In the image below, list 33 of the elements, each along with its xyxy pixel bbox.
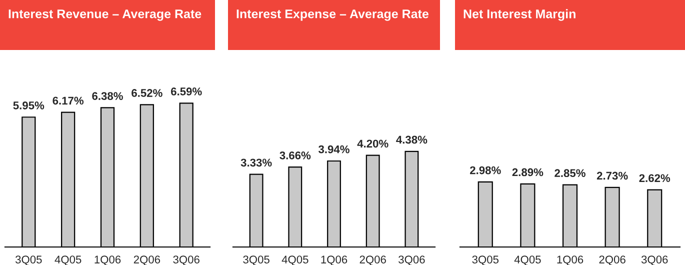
x-tick-label: 1Q06 <box>94 256 121 265</box>
data-label: 2.73% <box>596 172 628 180</box>
x-tick-label: 4Q05 <box>54 256 82 265</box>
data-label: 6.17% <box>52 96 84 105</box>
x-tick-label: 3Q05 <box>472 256 499 265</box>
data-label: 6.38% <box>92 92 123 100</box>
data-label: 5.95% <box>13 102 44 110</box>
data-label: 2.85% <box>554 169 586 178</box>
x-tick-label: 3Q06 <box>173 256 200 265</box>
x-tick-label: 4Q05 <box>514 256 541 265</box>
data-label: 6.52% <box>132 89 162 97</box>
x-tick-label: 3Q05 <box>243 256 270 265</box>
x-tick-label: 2Q06 <box>360 256 386 265</box>
data-label: 3.66% <box>280 151 311 160</box>
x-tick-label: 1Q06 <box>557 256 584 265</box>
data-label: 3.94% <box>318 145 350 154</box>
chart-title: Interest Revenue – Average Rate <box>8 10 202 21</box>
data-label: 4.20% <box>357 140 388 148</box>
data-label: 2.98% <box>470 166 501 174</box>
x-tick-label: 1Q06 <box>321 256 348 265</box>
x-tick-label: 3Q05 <box>15 256 42 265</box>
data-label: 2.62% <box>639 174 670 182</box>
data-label: 4.38% <box>396 136 428 144</box>
chart-title: Net Interest Margin <box>464 9 576 21</box>
x-tick-label: 3Q06 <box>398 256 425 265</box>
x-tick-label: 4Q05 <box>282 256 308 265</box>
data-label: 6.59% <box>171 88 202 96</box>
data-label: 2.89% <box>512 168 544 176</box>
data-label: 3.33% <box>240 158 272 167</box>
x-tick-label: 2Q06 <box>599 256 626 265</box>
x-tick-label: 3Q06 <box>641 256 668 265</box>
x-tick-label: 2Q06 <box>134 256 160 265</box>
chart-title: Interest Expense – Average Rate <box>236 10 428 21</box>
